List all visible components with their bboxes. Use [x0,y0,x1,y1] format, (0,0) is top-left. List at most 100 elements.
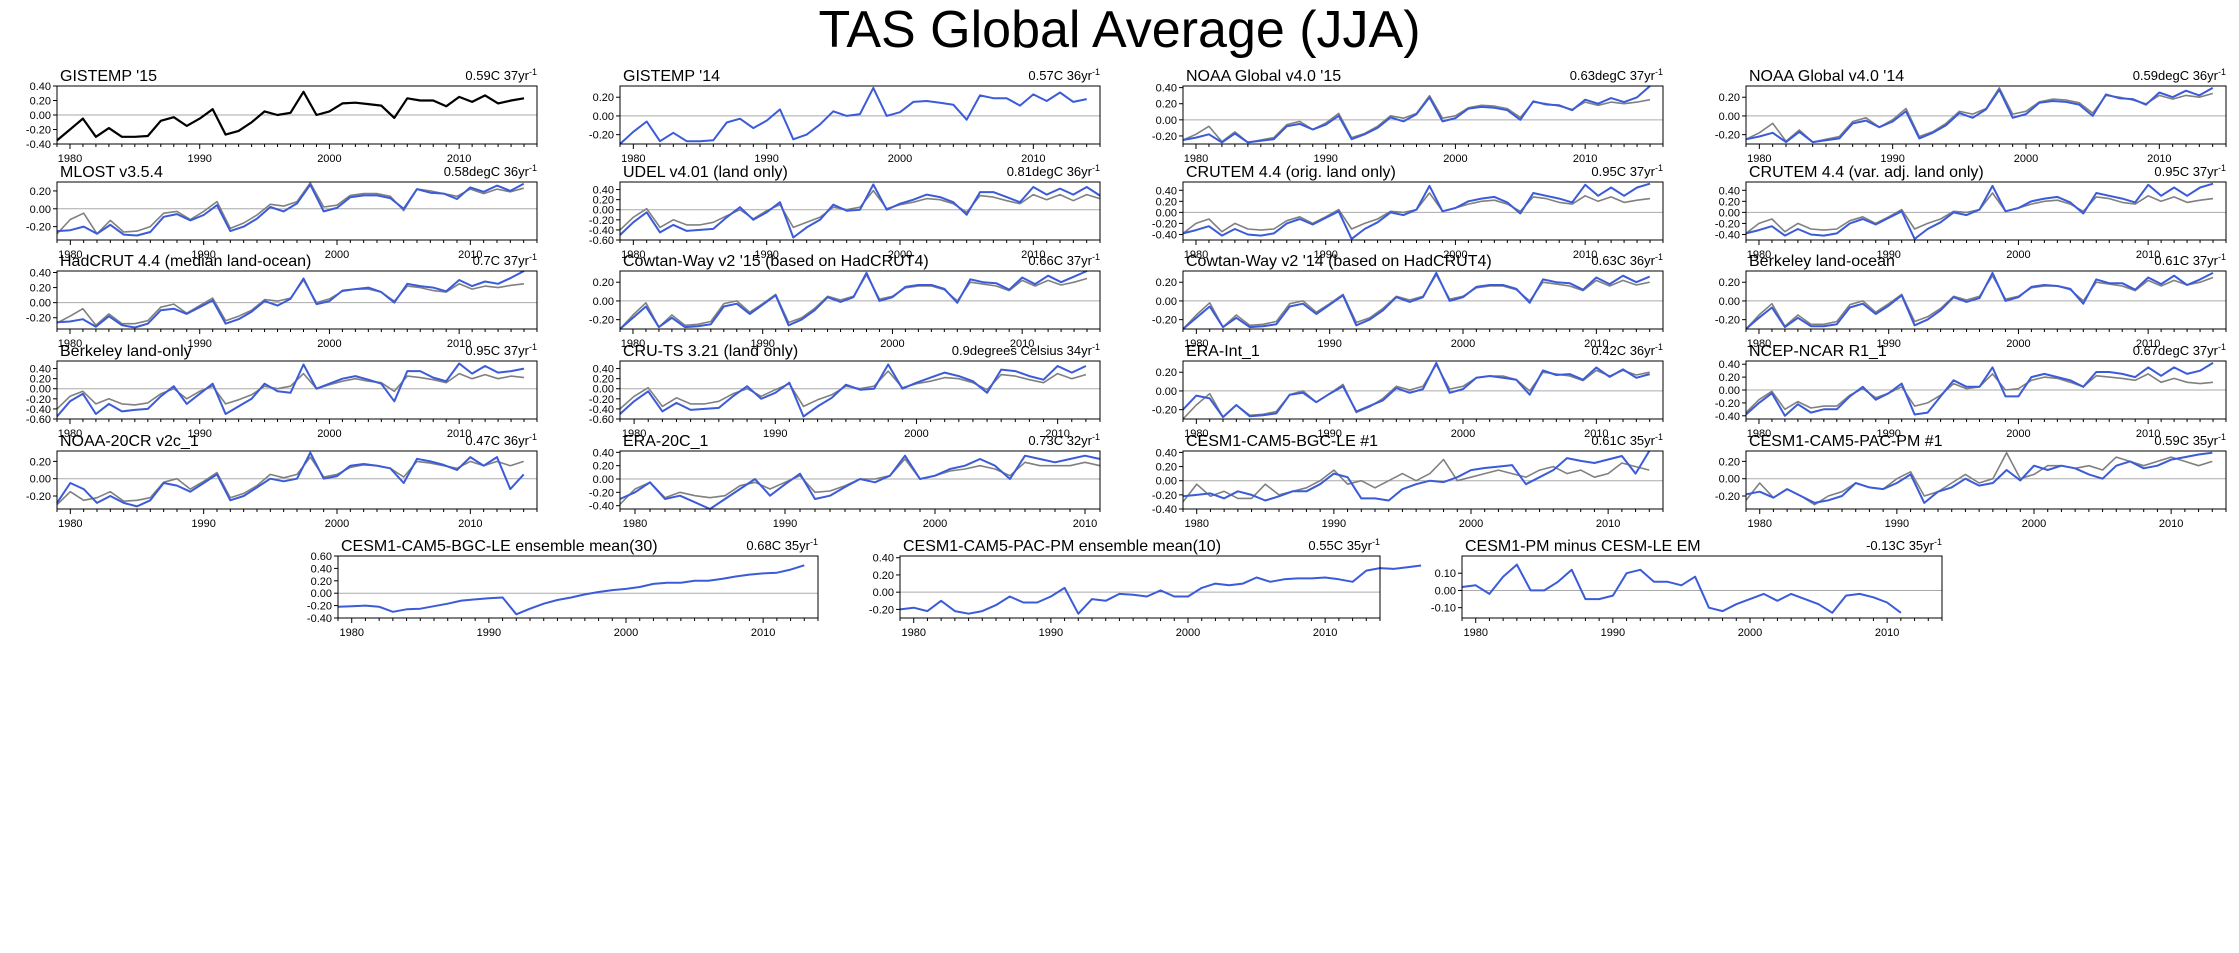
y-tick-label: -0.20 [589,315,614,327]
x-tick-label: 1980 [1747,428,1771,440]
panel-trend: 0.95C 37yr-1 [465,342,537,358]
y-tick-label: -0.20 [1152,490,1177,502]
x-tick-label: 1980 [621,338,645,350]
x-tick-label: 2000 [317,153,341,165]
y-tick-label: -0.20 [26,394,51,406]
reference-series-line [56,372,525,410]
plot-frame [56,360,538,420]
x-tick-label: 2000 [325,518,349,530]
y-tick-label: -0.40 [26,404,51,416]
y-tick-label: -0.20 [26,491,51,503]
y-tick-label: 0.40 [873,553,894,565]
trend-exponent: -1 [2218,163,2226,173]
x-tick-label: 2000 [1459,518,1483,530]
panel-title: ERA-Int_1 [1186,343,1260,360]
reference-series-line [1745,192,2214,235]
series-line [56,451,525,508]
y-tick-label: -0.40 [26,139,51,151]
x-tick-label: 1980 [1747,518,1771,530]
panel-14: CRU-TS 3.21 (land only) 0.9degrees Celsiu… [589,342,1101,440]
trend-exponent: -1 [1372,537,1380,547]
panel-13: Berkeley land-only 0.95C 37yr-1 0.400.200.… [26,342,538,440]
reference-series-line [1745,373,2214,414]
x-tick-label: 1990 [1039,627,1063,639]
y-tick-label: -0.20 [1715,218,1740,230]
series-line [619,86,1087,145]
y-tick-label: 0.00 [30,110,51,122]
x-tick-label: 1980 [1184,428,1208,440]
panel-title: GISTEMP '15 [60,68,157,85]
x-tick-label: 2000 [325,249,349,261]
x-tick-label: 2010 [1584,428,1608,440]
panel-title: CRU-TS 3.21 (land only) [623,343,798,360]
x-tick-label: 1990 [187,338,211,350]
x-tick-label: 1990 [187,428,211,440]
x-tick-label: 1990 [750,338,774,350]
panel-trend: 0.68C 35yr-1 [746,537,818,553]
panel-trend: 0.59C 35yr-1 [2154,432,2226,448]
x-tick-label: 2010 [458,518,482,530]
x-tick-label: 2010 [447,338,471,350]
panel-title: GISTEMP '14 [623,68,720,85]
x-tick-label: 2010 [1021,153,1045,165]
y-tick-label: 0.00 [1719,207,1740,219]
y-tick-label: 0.20 [1719,277,1740,289]
panel-2: GISTEMP '14 0.57C 36yr-1 0.20 0.00 -0.20 1980… [589,67,1101,165]
series-line [619,454,1101,510]
y-tick-label: 0.00 [30,298,51,310]
x-tick-label: 1990 [187,153,211,165]
x-tick-label: 2000 [317,428,341,440]
x-tick-label: 1980 [1184,249,1208,261]
y-tick-label: 0.20 [593,92,614,104]
x-tick-label: 1980 [621,153,645,165]
y-tick-label: 0.40 [30,268,51,280]
x-tick-label: 1990 [754,153,778,165]
y-tick-label: 0.00 [873,587,894,599]
series-line [56,90,525,142]
plot-frame [1182,85,1664,145]
page-title: TAS Global Average (JJA) [818,1,1421,59]
x-tick-label: 1980 [1184,153,1208,165]
panel-trend: 0.59C 37yr-1 [465,67,537,83]
x-tick-label: 2010 [1073,518,1097,530]
panel-title: MLOST v3.5.4 [60,164,163,181]
x-tick-label: 1990 [1322,518,1346,530]
y-tick-label: -0.20 [1715,130,1740,142]
x-tick-label: 1980 [58,153,82,165]
y-tick-label: 0.40 [311,563,332,575]
x-tick-label: 1980 [58,428,82,440]
series-line [1182,271,1651,330]
reference-series-line [619,458,1101,505]
y-tick-label: 0.40 [593,447,614,459]
reference-series-line [1182,458,1650,503]
y-tick-label: 0.40 [1156,185,1177,197]
x-tick-label: 2010 [2136,338,2160,350]
panel-19: CESM1-CAM5-BGC-LE #1 0.61C 35yr-1 0.40 0.20… [1152,432,1664,530]
y-tick-label: 0.00 [1719,296,1740,308]
panel-title: ERA-20C_1 [623,433,708,450]
x-tick-label: 1980 [621,249,645,261]
y-tick-label: -0.20 [307,601,332,613]
x-tick-label: 2000 [2014,153,2038,165]
panel-11: Cowtan-Way v2 '14 (based on HadCRUT4) 0.6… [1152,252,1664,350]
x-tick-label: 1990 [763,428,787,440]
x-tick-label: 1980 [623,518,647,530]
x-tick-label: 1980 [58,338,82,350]
x-tick-label: 1990 [1317,428,1341,440]
x-tick-label: 1990 [1876,249,1900,261]
panel-trend: 0.95C 37yr-1 [2154,163,2226,179]
y-tick-label: 0.00 [593,296,614,308]
series-line [56,182,525,237]
plot-frame [1745,181,2227,241]
y-tick-label: -0.40 [589,404,614,416]
y-tick-label: -0.20 [1715,491,1740,503]
y-tick-label: -0.20 [1152,131,1177,143]
y-tick-label: 0.20 [593,277,614,289]
panel-trend: -0.13C 35yr-1 [1866,537,1942,553]
y-tick-label: 0.40 [30,81,51,93]
plot-frame [619,181,1101,241]
series-line [1745,87,2214,144]
x-tick-label: 1980 [1463,627,1487,639]
y-tick-label: 0.00 [1156,476,1177,488]
y-tick-label: 0.00 [1719,474,1740,486]
